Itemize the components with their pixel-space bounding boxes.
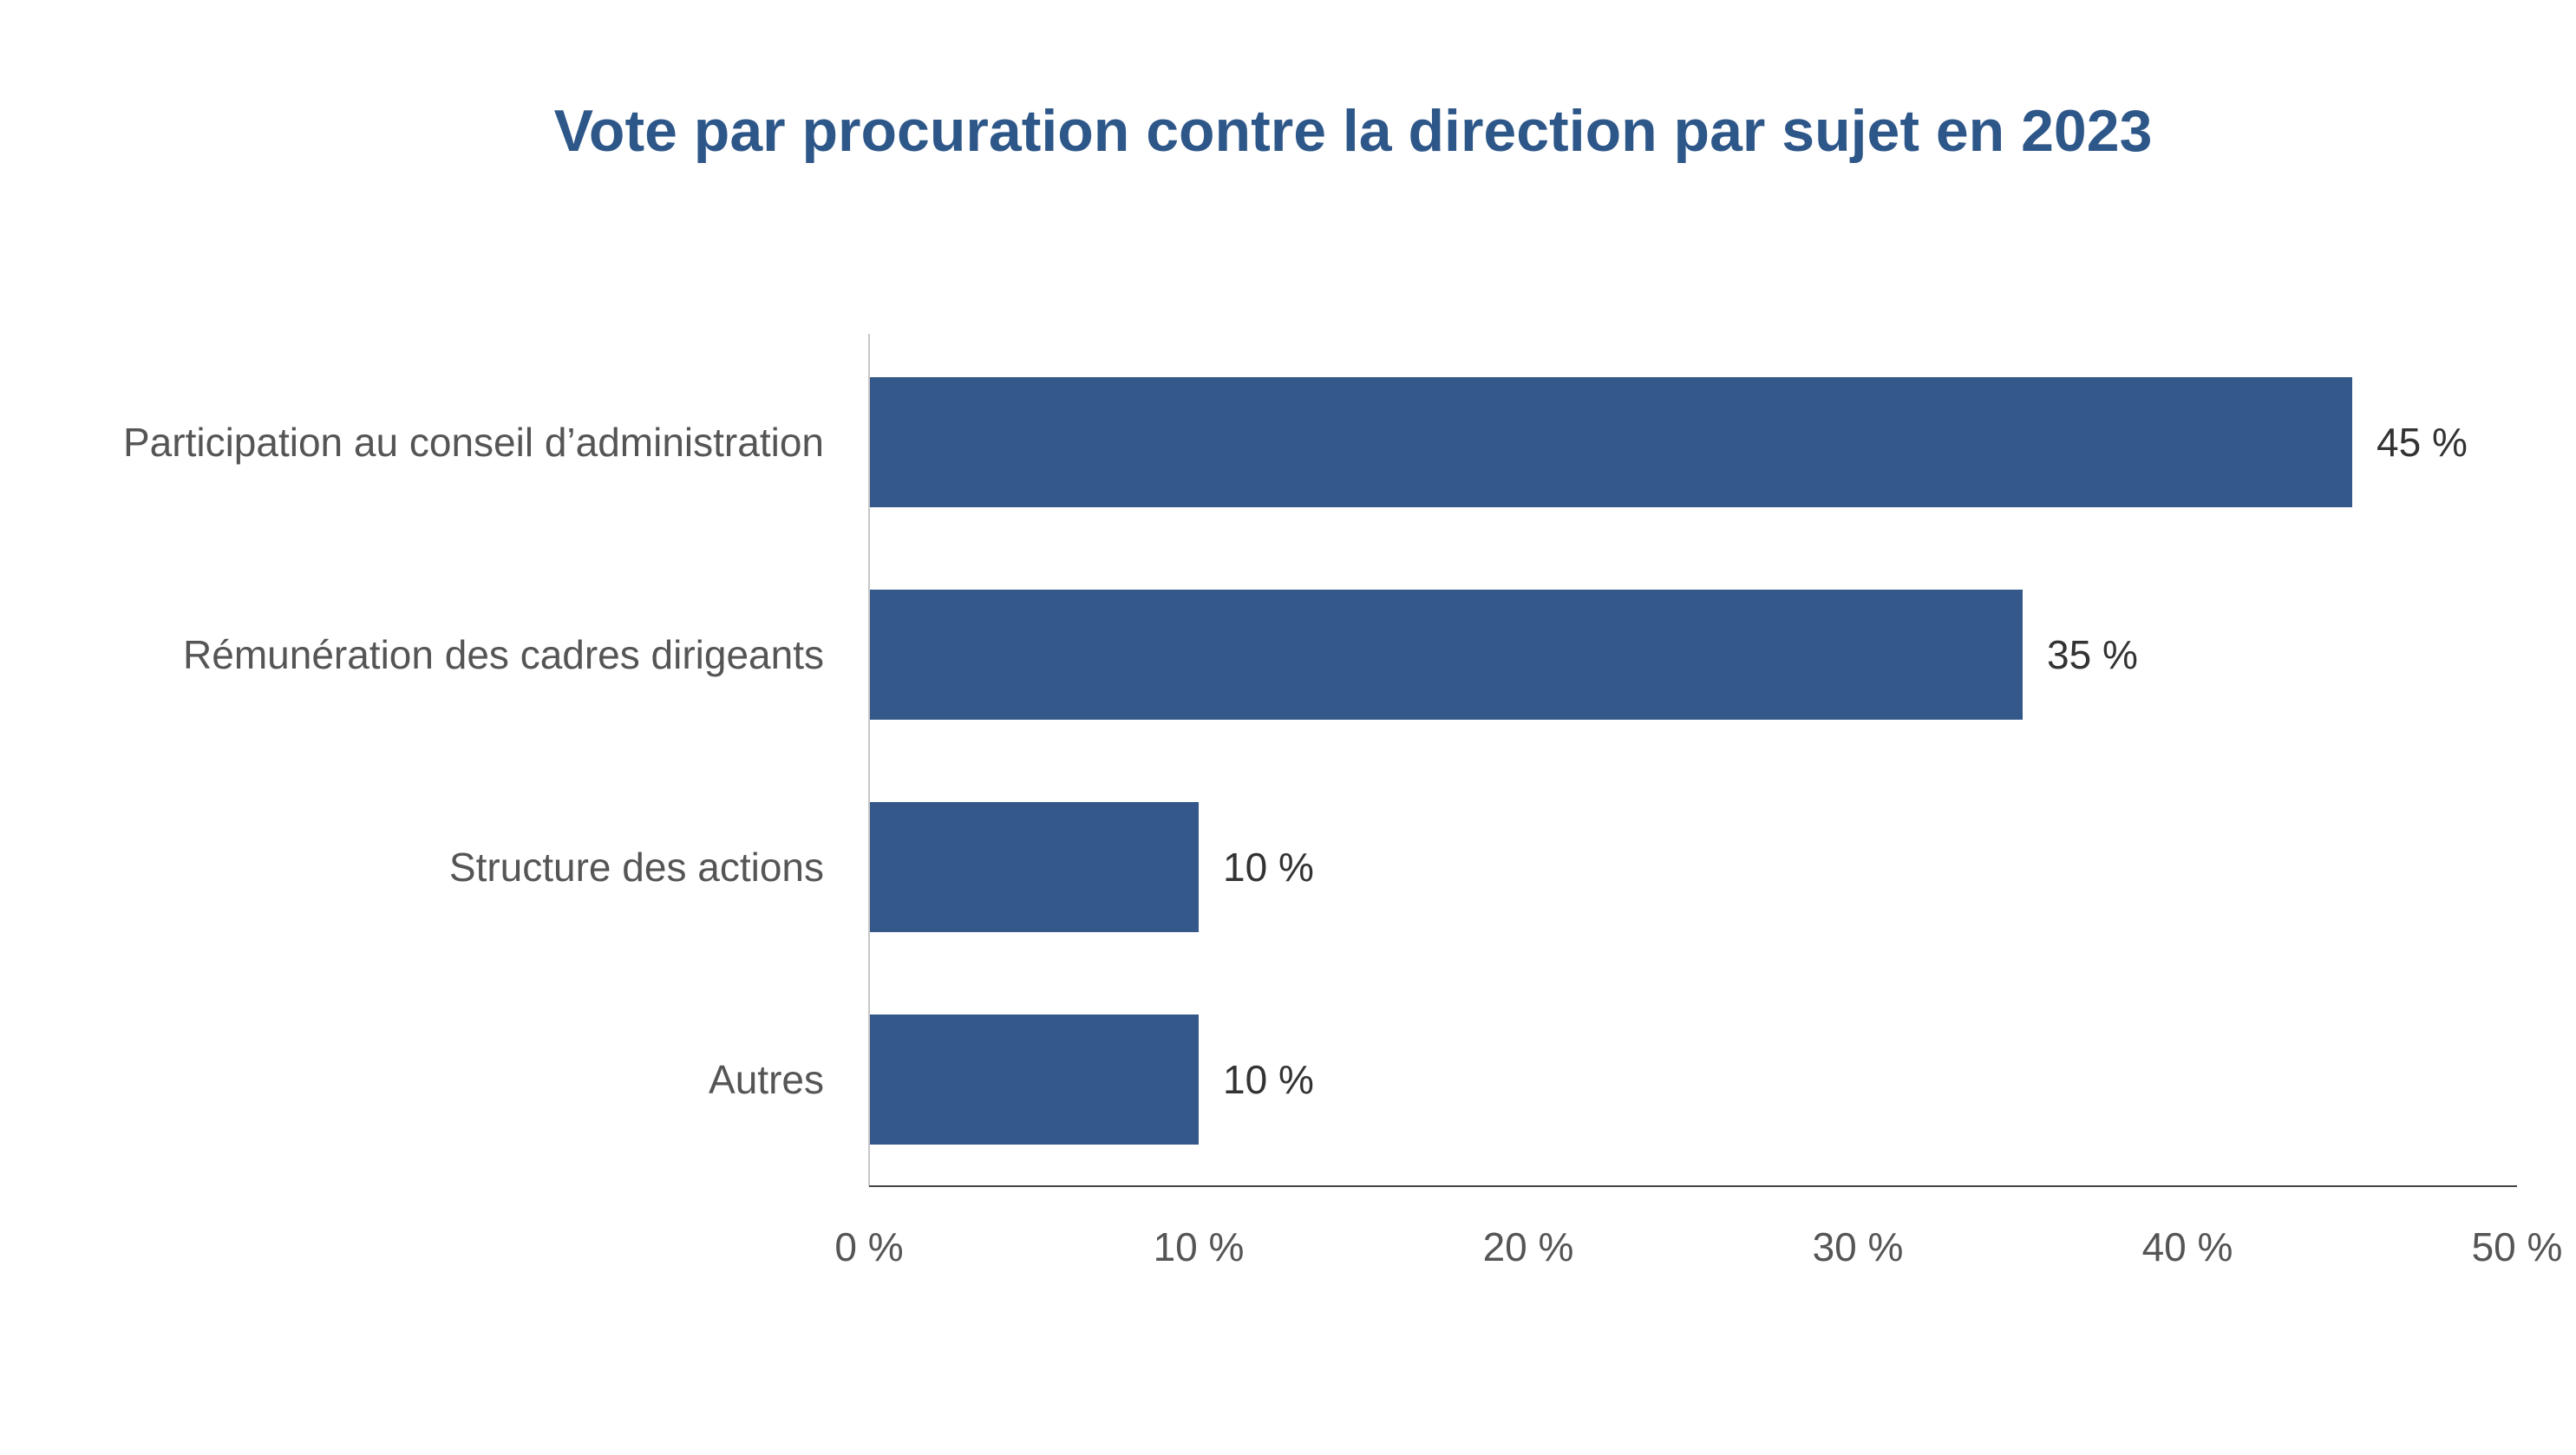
bar-autres: [870, 1015, 1199, 1145]
category-label-remuneration-des-cadres-dirigeants: Rémunération des cadres dirigeants: [183, 632, 824, 677]
value-label-structure-des-actions: 10 %: [1223, 845, 1314, 890]
value-label-autres: 10 %: [1223, 1057, 1314, 1102]
labels-layer: Participation au conseil d’administratio…: [123, 420, 2468, 1102]
x-tick-label-0: 0 %: [834, 1224, 903, 1269]
ticks-layer: 0 % 10 % 20 % 30 % 40 % 50 %: [834, 1224, 2562, 1269]
bars-layer: [870, 377, 2352, 1145]
chart-title: Vote par procuration contre la direction…: [553, 98, 2153, 164]
bar-structure-des-actions: [870, 802, 1199, 932]
category-label-structure-des-actions: Structure des actions: [449, 845, 824, 890]
category-label-autres: Autres: [709, 1057, 824, 1102]
x-tick-label-30: 30 %: [1813, 1224, 1904, 1269]
category-label-participation-au-conseil-d-administration: Participation au conseil d’administratio…: [123, 420, 824, 465]
bar-participation-au-conseil-d-administration: [870, 377, 2352, 507]
x-tick-label-20: 20 %: [1483, 1224, 1574, 1269]
x-tick-label-10: 10 %: [1154, 1224, 1245, 1269]
value-label-remuneration-des-cadres-dirigeants: 35 %: [2047, 632, 2138, 677]
x-tick-label-50: 50 %: [2472, 1224, 2563, 1269]
x-tick-label-40: 40 %: [2142, 1224, 2233, 1269]
bar-remuneration-des-cadres-dirigeants: [870, 590, 2023, 720]
value-label-participation-au-conseil-d-administration: 45 %: [2377, 420, 2468, 465]
